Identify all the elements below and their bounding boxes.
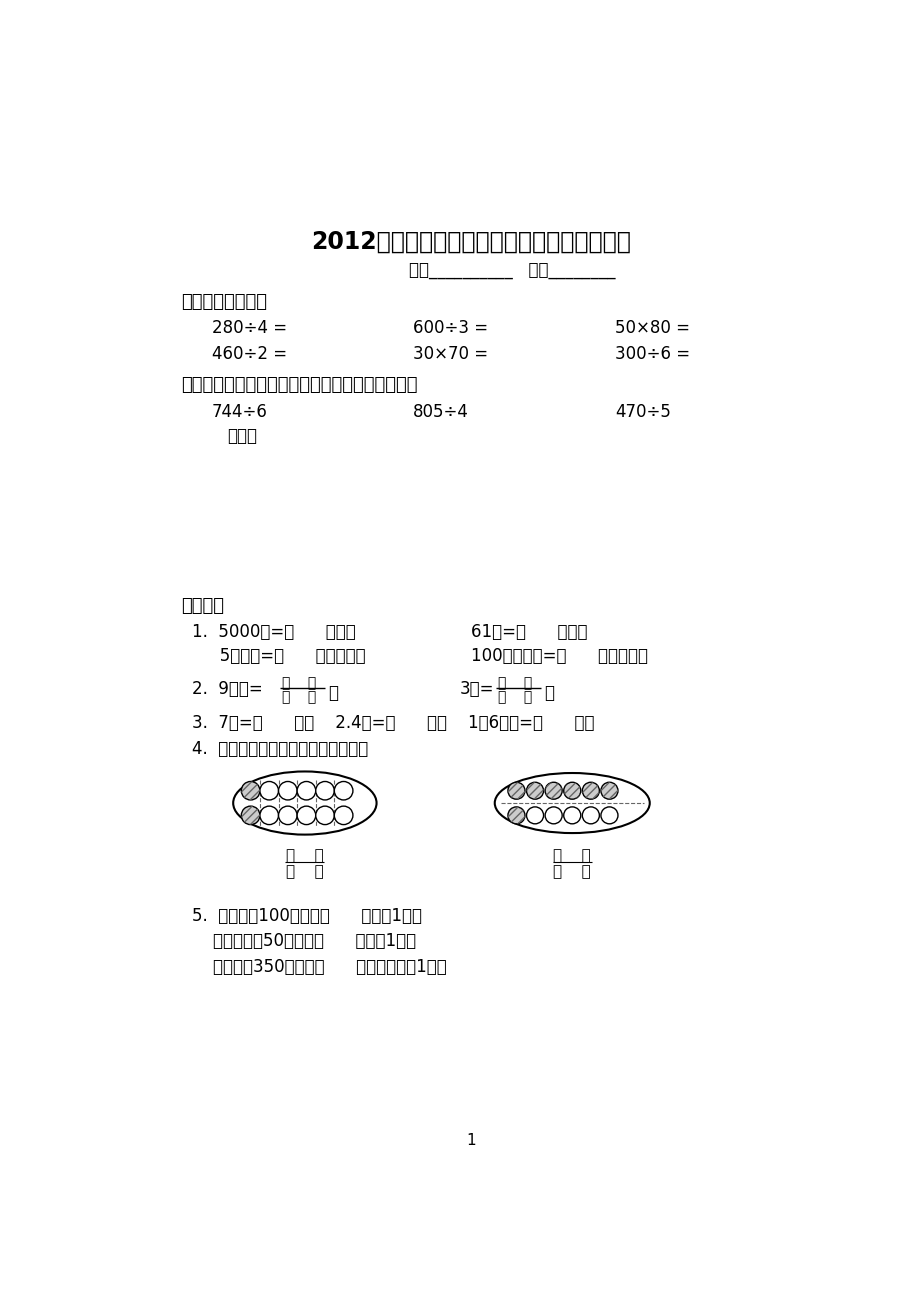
Circle shape <box>600 783 618 799</box>
Text: （    ）: （ ） <box>286 865 323 880</box>
Text: 100平方厘米=（      ）平方分米: 100平方厘米=（ ）平方分米 <box>471 647 648 665</box>
Text: 3角=: 3角= <box>460 680 494 698</box>
Text: （    ）: （ ） <box>497 676 531 690</box>
Circle shape <box>582 783 598 799</box>
Text: 61吞=（      ）千克: 61吞=（ ）千克 <box>471 622 587 641</box>
Text: 1: 1 <box>466 1133 476 1147</box>
Circle shape <box>278 806 297 824</box>
Circle shape <box>260 781 278 799</box>
Circle shape <box>582 807 598 824</box>
Circle shape <box>260 806 278 824</box>
Circle shape <box>526 807 543 824</box>
Ellipse shape <box>233 772 376 835</box>
Text: 米: 米 <box>328 684 338 702</box>
Text: 5.  一桶油重100千克，（      ）桶重1吞；: 5. 一桶油重100千克，（ ）桶重1吞； <box>192 907 422 924</box>
Circle shape <box>315 806 334 824</box>
Text: 4.  用分数表示各个图里的涂色部分。: 4. 用分数表示各个图里的涂色部分。 <box>192 740 369 758</box>
Circle shape <box>297 781 315 799</box>
Text: 三、填空: 三、填空 <box>181 596 223 615</box>
Text: （    ）: （ ） <box>286 848 323 863</box>
Text: 280÷4 =: 280÷4 = <box>211 319 287 337</box>
Text: 5平方米=（      ）平方厘米: 5平方米=（ ）平方厘米 <box>204 647 366 665</box>
Circle shape <box>545 807 562 824</box>
Circle shape <box>507 783 525 799</box>
Text: 3.  7角=（      ）元    2.4元=（      ）角    1米6分米=（      ）米: 3. 7角=（ ）元 2.4元=（ ）角 1米6分米=（ ）米 <box>192 715 595 733</box>
Circle shape <box>507 807 525 824</box>
Text: （    ）: （ ） <box>552 865 591 880</box>
Text: 一袋面粉重50千克，（      ）袋重1吞；: 一袋面粉重50千克，（ ）袋重1吞； <box>192 932 416 950</box>
Text: 一头牛重350千克，（      ）头牛大约重1吞。: 一头牛重350千克，（ ）头牛大约重1吞。 <box>192 958 447 975</box>
Text: 744÷6: 744÷6 <box>211 402 267 421</box>
Circle shape <box>526 783 543 799</box>
Text: 50×80 =: 50×80 = <box>614 319 689 337</box>
Circle shape <box>315 781 334 799</box>
Circle shape <box>600 807 618 824</box>
Ellipse shape <box>494 773 649 833</box>
Text: 1.  5000米=（      ）千米: 1. 5000米=（ ）千米 <box>192 622 356 641</box>
Text: 460÷2 =: 460÷2 = <box>211 345 287 363</box>
Text: 一、口算下面各题: 一、口算下面各题 <box>181 293 267 311</box>
Circle shape <box>241 781 260 799</box>
Text: 二、用竖式计算（左起第一竖行要写出验算过程）: 二、用竖式计算（左起第一竖行要写出验算过程） <box>181 376 417 393</box>
Text: 470÷5: 470÷5 <box>614 402 670 421</box>
Circle shape <box>297 806 315 824</box>
Text: 300÷6 =: 300÷6 = <box>614 345 689 363</box>
Text: （    ）: （ ） <box>281 690 315 704</box>
Circle shape <box>545 783 562 799</box>
Text: 805÷4: 805÷4 <box>413 402 469 421</box>
Text: 验算：: 验算： <box>227 427 257 445</box>
Text: （    ）: （ ） <box>281 676 315 690</box>
Circle shape <box>241 806 260 824</box>
Text: 2012年苏教版数学三年级（下册）期末调查卷: 2012年苏教版数学三年级（下册）期末调查卷 <box>312 229 630 254</box>
Text: 30×70 =: 30×70 = <box>413 345 488 363</box>
Text: 2.  9分米=: 2. 9分米= <box>192 680 263 698</box>
Text: （    ）: （ ） <box>552 848 591 863</box>
Circle shape <box>334 806 353 824</box>
Text: （    ）: （ ） <box>497 690 531 704</box>
Text: 600÷3 =: 600÷3 = <box>413 319 488 337</box>
Circle shape <box>334 781 353 799</box>
Text: 元: 元 <box>544 684 554 702</box>
Text: 姓名__________   成绩________: 姓名__________ 成绩________ <box>409 263 616 280</box>
Circle shape <box>278 781 297 799</box>
Circle shape <box>563 783 580 799</box>
Circle shape <box>563 807 580 824</box>
